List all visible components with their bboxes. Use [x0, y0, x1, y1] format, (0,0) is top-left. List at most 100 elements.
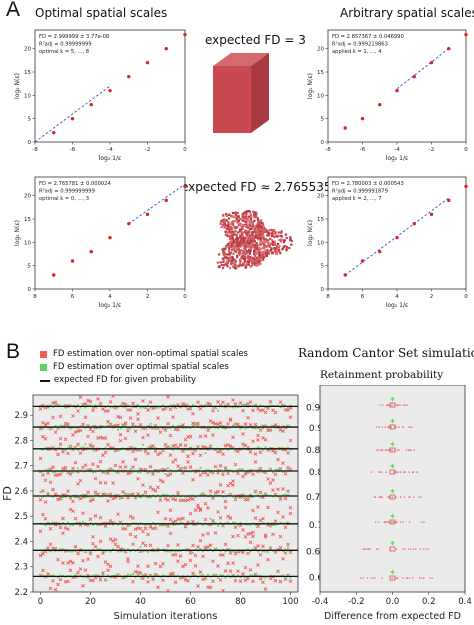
cluster-cell — [242, 212, 245, 216]
optimal-point — [127, 404, 129, 407]
optimal-point — [204, 469, 207, 471]
nonoptimal-point — [166, 421, 170, 426]
nonoptimal-point — [216, 510, 220, 514]
optimal-point — [227, 448, 229, 451]
nonoptimal-point — [118, 438, 123, 443]
difference-point — [378, 496, 380, 498]
optimal-point — [72, 524, 74, 527]
nonoptimal-point — [196, 421, 200, 426]
optimal-point — [227, 548, 229, 551]
nonoptimal-point — [148, 525, 153, 529]
nonoptimal-point — [108, 519, 113, 523]
optimal-point — [52, 521, 54, 524]
optimal-point — [229, 493, 232, 496]
optimal-point — [62, 425, 64, 428]
nonoptimal-point — [201, 492, 205, 496]
nonoptimal-point — [191, 519, 195, 524]
cluster-cell — [235, 247, 238, 250]
cluster-cell — [243, 260, 246, 263]
nonoptimal-point — [98, 539, 103, 544]
nonoptimal-point — [133, 569, 138, 574]
cluster-cell — [249, 248, 252, 251]
y-tick-label: 20 — [317, 194, 324, 200]
x-axis-label: Simulation iterations — [114, 611, 218, 622]
optimal-point — [87, 576, 89, 579]
nonoptimal-point — [41, 568, 45, 573]
cluster-cell — [244, 216, 247, 219]
optimal-point — [132, 446, 134, 449]
optimal-point — [269, 469, 272, 471]
y-tick-label: 10 — [24, 93, 31, 99]
nonoptimal-point — [273, 423, 278, 427]
optimal-point — [189, 406, 192, 408]
difference-point — [379, 449, 382, 451]
optimal-point — [194, 574, 197, 577]
difference-point — [391, 496, 393, 498]
cluster-cell — [245, 235, 248, 238]
optimal-point — [114, 470, 117, 473]
cluster-cell — [266, 248, 269, 252]
optimal-point — [44, 468, 47, 471]
cluster-cell — [277, 231, 280, 234]
optimal-point — [232, 424, 234, 427]
cluster-cell — [233, 261, 236, 264]
nonoptimal-point — [51, 579, 55, 583]
difference-point — [396, 577, 398, 579]
cluster-cell — [238, 230, 242, 233]
nonoptimal-point — [91, 497, 95, 502]
optimal-point — [159, 496, 162, 499]
nonoptimal-point — [178, 443, 183, 447]
optimal-point — [232, 550, 234, 553]
nonoptimal-point — [136, 412, 140, 416]
optimal-point — [132, 573, 134, 575]
annotation-line: R²adj = 0.999999999 — [39, 189, 95, 195]
cluster-cell — [264, 238, 267, 241]
nonoptimal-point — [251, 530, 255, 535]
nonoptimal-point — [283, 496, 288, 501]
nonoptimal-point — [211, 496, 215, 501]
nonoptimal-point — [178, 554, 183, 558]
optimal-point — [182, 498, 184, 501]
annotation-line: applied k = 2, ..., 7 — [332, 196, 382, 202]
nonoptimal-point — [191, 451, 195, 456]
optimal-point — [184, 548, 187, 551]
difference-point — [427, 548, 429, 550]
optimal-point — [282, 425, 284, 428]
optimal-point — [112, 406, 114, 409]
difference-point — [381, 426, 383, 428]
nonoptimal-point — [283, 471, 288, 476]
difference-point — [402, 548, 404, 550]
optimal-point — [197, 446, 199, 449]
cluster-cell — [265, 230, 268, 233]
difference-box — [389, 402, 396, 408]
optimal-point — [152, 426, 154, 429]
optimal-point — [104, 550, 107, 553]
difference-box — [389, 447, 396, 453]
nonoptimal-point — [91, 541, 95, 546]
cluster-cell — [235, 248, 238, 252]
nonoptimal-point — [93, 544, 98, 549]
cluster-cell — [222, 252, 225, 255]
cluster-cell — [269, 237, 272, 240]
nonoptimal-point — [118, 432, 123, 437]
optimal-point — [117, 428, 119, 431]
nonoptimal-point — [116, 512, 120, 517]
nonoptimal-point — [108, 564, 113, 569]
nonoptimal-point — [243, 472, 248, 476]
cluster-cell — [238, 258, 242, 261]
nonoptimal-point — [233, 579, 238, 583]
cluster-cell — [238, 243, 241, 246]
difference-point — [413, 471, 415, 473]
optimal-point — [169, 447, 172, 449]
nonoptimal-point — [53, 492, 58, 497]
optimal-point — [204, 576, 207, 579]
cluster-cell — [232, 248, 236, 251]
optimal-point — [169, 469, 172, 472]
cluster-cell — [254, 245, 257, 248]
annotation-line: FD = 2.857367 ± 0.046990 — [332, 34, 404, 40]
cluster-cell — [236, 220, 239, 223]
difference-point — [394, 449, 397, 451]
nonoptimal-point — [196, 584, 200, 588]
cluster-cell — [227, 250, 231, 253]
